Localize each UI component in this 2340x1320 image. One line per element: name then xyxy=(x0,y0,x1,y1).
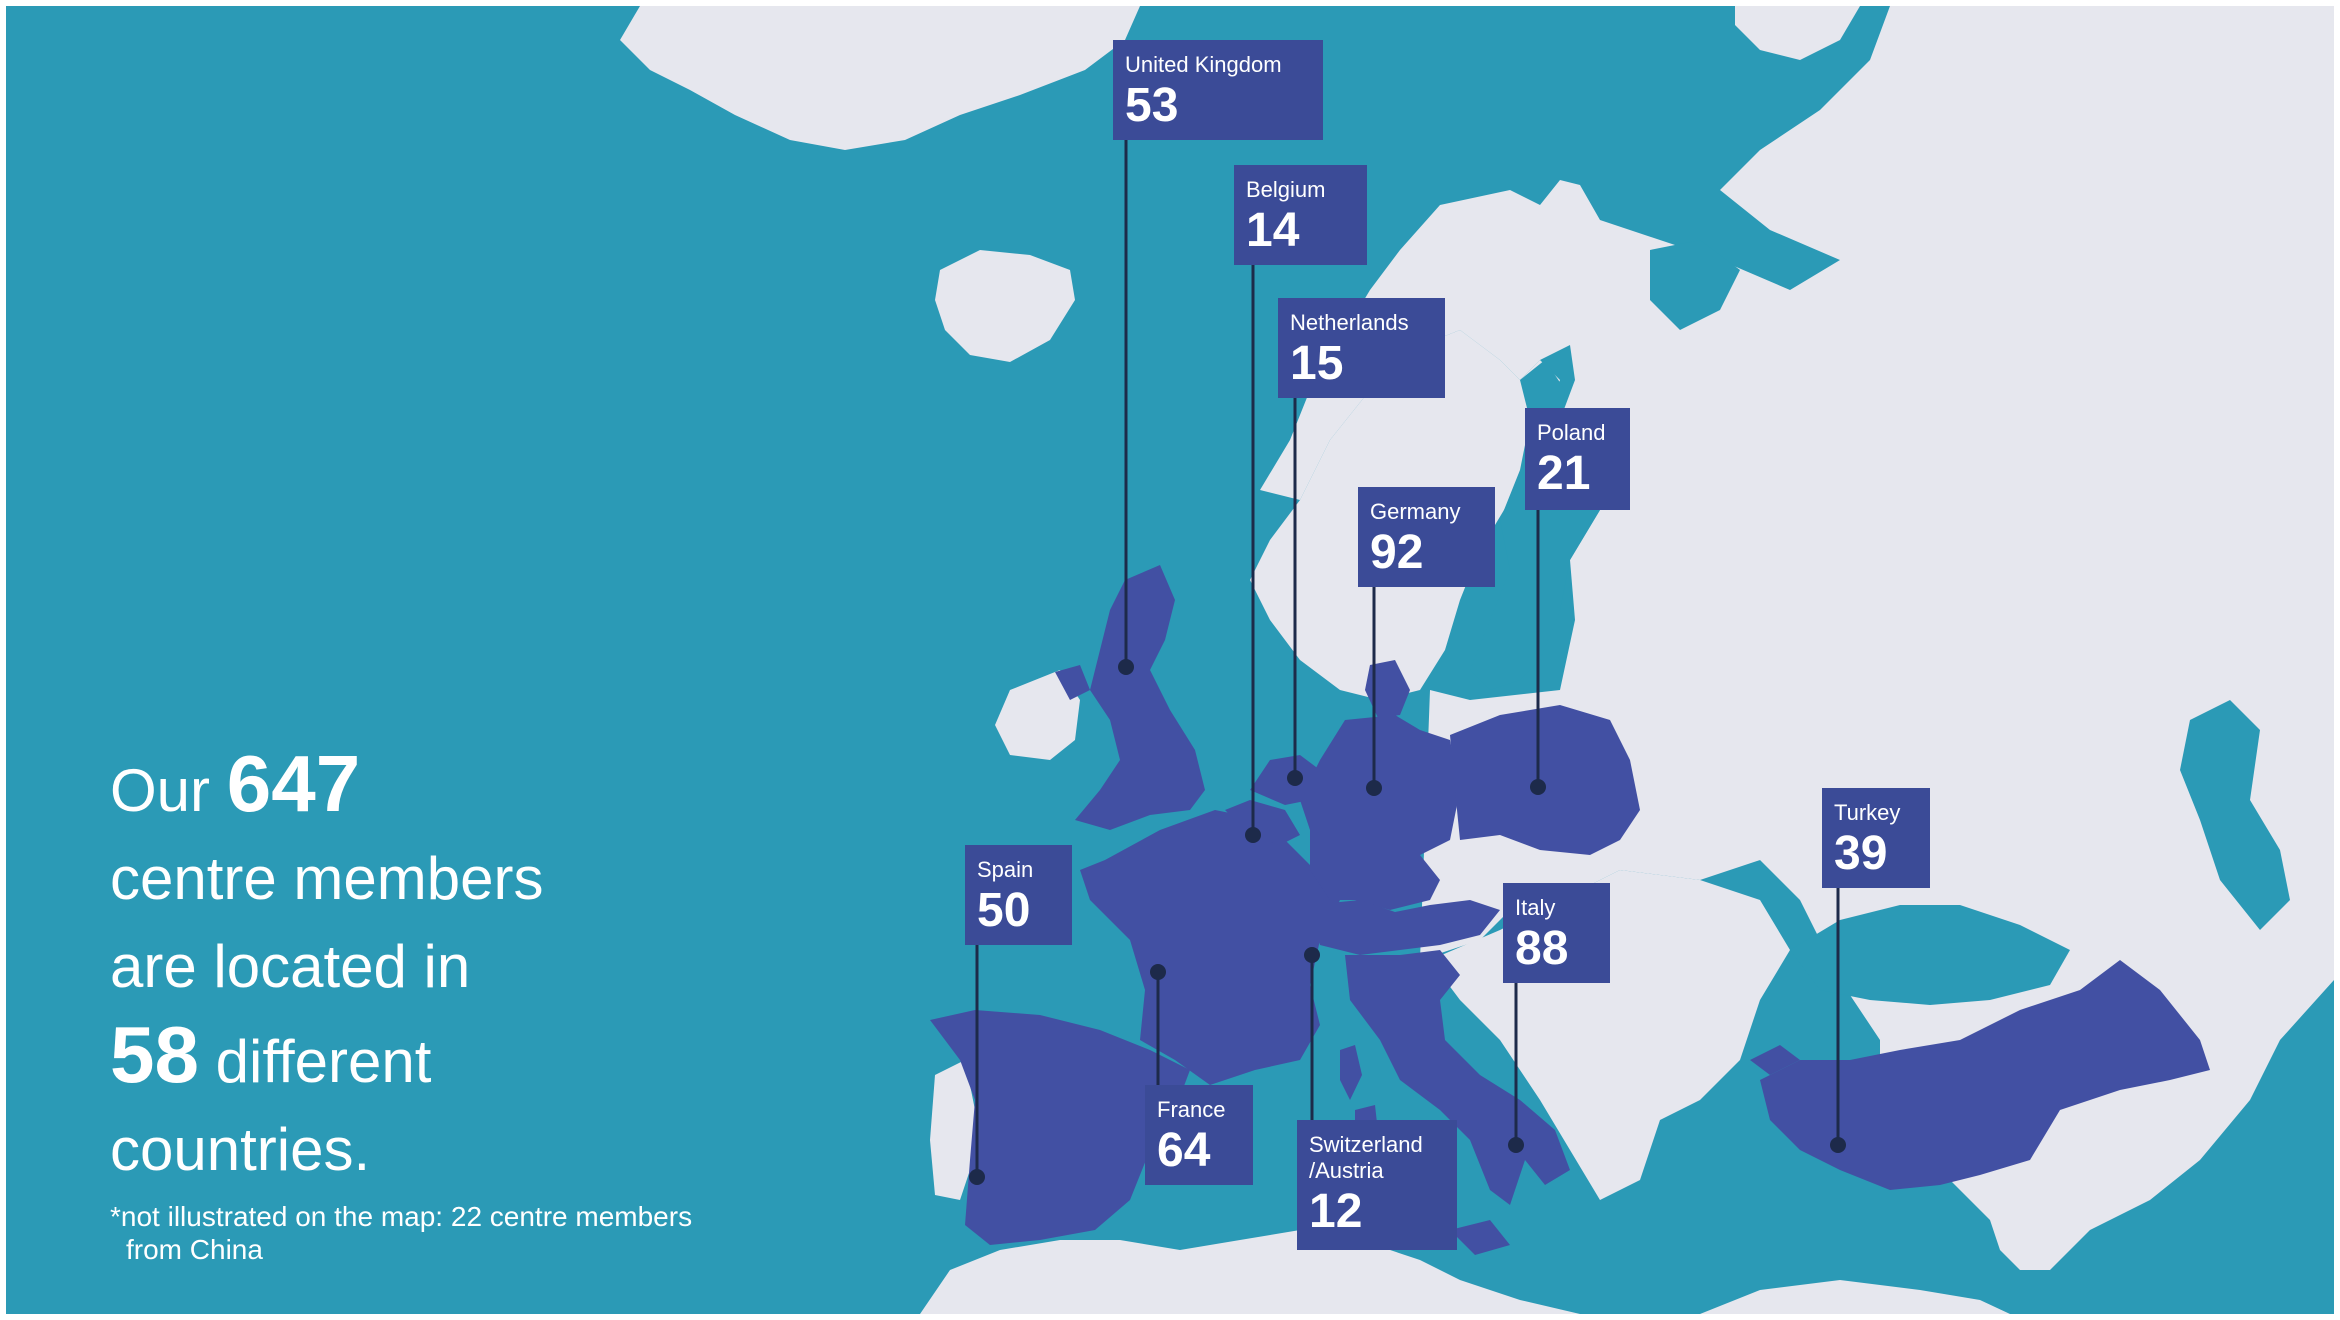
land-svalbard xyxy=(1735,6,1860,60)
member-turkey xyxy=(1760,960,2210,1190)
label-poland: Poland 21 xyxy=(1525,408,1630,510)
label-spain: Spain 50 xyxy=(965,845,1072,945)
leader-lines xyxy=(975,140,1840,1177)
country-name: France xyxy=(1157,1097,1226,1122)
total-members: 647 xyxy=(226,739,361,828)
country-count: 14 xyxy=(1246,204,1300,257)
sea-black xyxy=(1790,905,2070,1005)
country-count: 88 xyxy=(1515,922,1569,975)
country-name: Belgium xyxy=(1246,177,1326,202)
label-switzerland-austria: Switzerland /Austria 12 xyxy=(1297,1120,1457,1250)
country-name: Germany xyxy=(1370,499,1461,524)
land-iceland xyxy=(935,250,1075,362)
member-germany xyxy=(1300,715,1460,910)
country-count: 12 xyxy=(1309,1185,1363,1238)
headline-line-5: countries. xyxy=(110,1116,371,1183)
headline-line-4: 58 different xyxy=(110,1011,543,1106)
member-ni xyxy=(1055,665,1090,700)
member-denmark xyxy=(1365,660,1410,718)
member-netherlands xyxy=(1250,755,1320,805)
land-portugal xyxy=(930,1060,975,1200)
member-france xyxy=(1080,810,1340,1085)
member-spain xyxy=(930,1010,1190,1245)
label-united-kingdom: United Kingdom 53 xyxy=(1113,40,1323,140)
member-sicily xyxy=(1450,1220,1510,1255)
land-ireland xyxy=(995,670,1080,760)
headline-line-1: Our 647 xyxy=(110,740,543,835)
label-italy: Italy 88 xyxy=(1503,883,1610,983)
sea-white xyxy=(1650,240,1740,330)
country-name: United Kingdom xyxy=(1125,52,1282,77)
country-count: 64 xyxy=(1157,1124,1211,1177)
country-count: 50 xyxy=(977,884,1031,937)
land-north-africa xyxy=(920,1230,1580,1314)
headline-suffix: different xyxy=(215,1028,432,1095)
country-name: Spain xyxy=(977,857,1034,882)
headline-line-3: are located in xyxy=(110,933,471,1000)
headline-line-2: centre members xyxy=(110,845,544,912)
label-germany: Germany 92 xyxy=(1358,487,1495,587)
land-africa-east xyxy=(1700,1280,2010,1314)
land-greenland xyxy=(620,6,1140,150)
country-name: Italy xyxy=(1515,895,1556,920)
country-name: Netherlands xyxy=(1290,310,1409,335)
country-count: 21 xyxy=(1537,447,1591,500)
member-corsica xyxy=(1340,1045,1362,1100)
footnote-line-1: *not illustrated on the map: 22 centre m… xyxy=(110,1201,693,1232)
footnote: *not illustrated on the map: 22 centre m… xyxy=(110,1200,692,1266)
label-france: France 64 xyxy=(1145,1085,1253,1185)
country-name: Turkey xyxy=(1834,800,1901,825)
headline: Our 647 centre members are located in 58… xyxy=(110,740,543,1194)
country-count: 53 xyxy=(1125,79,1179,132)
label-netherlands: Netherlands 15 xyxy=(1278,298,1445,398)
member-uk xyxy=(1075,565,1205,830)
member-turkey-thrace xyxy=(1750,1045,1800,1075)
footnote-line-2: from China xyxy=(126,1234,263,1265)
country-count: 39 xyxy=(1834,827,1888,880)
member-belgium xyxy=(1225,800,1300,845)
total-countries: 58 xyxy=(110,1010,199,1099)
leader-dots xyxy=(969,659,1846,1185)
label-turkey: Turkey 39 xyxy=(1822,788,1930,888)
member-poland xyxy=(1450,705,1640,855)
country-name: Poland xyxy=(1537,420,1606,445)
label-belgium: Belgium 14 xyxy=(1234,165,1367,265)
headline-prefix: Our xyxy=(110,757,211,824)
country-count: 15 xyxy=(1290,337,1344,390)
member-switzerland-austria xyxy=(1310,900,1500,955)
country-count: 92 xyxy=(1370,526,1424,579)
country-name: Switzerland /Austria xyxy=(1309,1132,1423,1183)
sea-caspian xyxy=(2180,700,2290,930)
